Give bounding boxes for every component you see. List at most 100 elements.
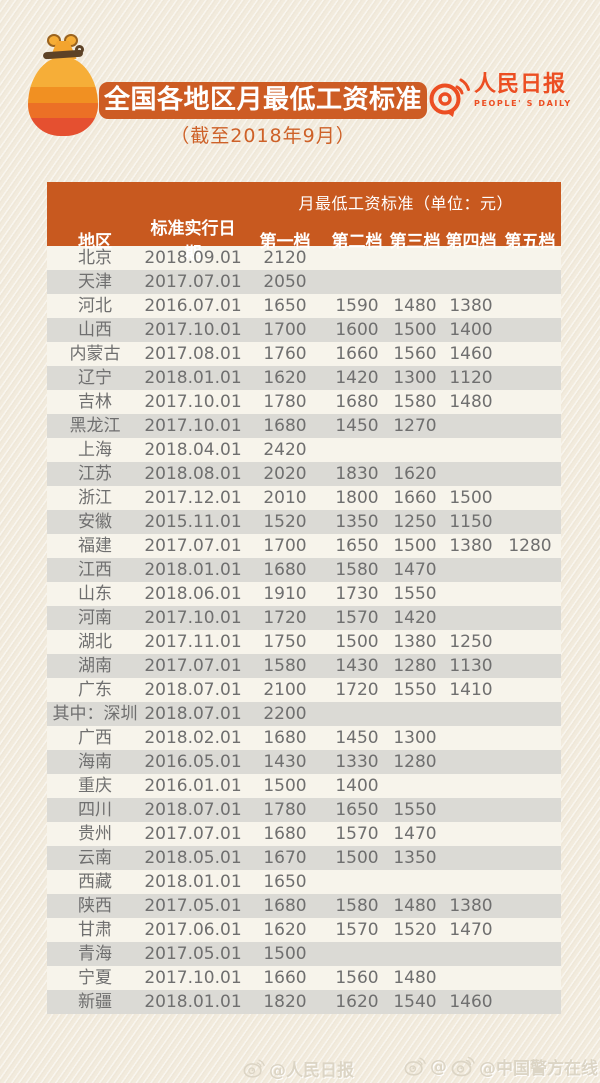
logo-name: 人民日报 bbox=[474, 72, 567, 97]
tier-cell: 1700 bbox=[263, 536, 307, 556]
table-row: 福建 2017.07.01 1700 1650 1500 1380 1280 bbox=[47, 534, 561, 558]
region-cell: 江苏 bbox=[78, 464, 112, 484]
table-row: 甘肃 2017.06.01 1620 1570 1520 1470 bbox=[47, 918, 561, 942]
tier-cell: 1650 bbox=[335, 800, 379, 820]
region-cell: 上海 bbox=[78, 440, 112, 460]
tier-cell bbox=[327, 438, 387, 462]
region-cell: 贵州 bbox=[78, 824, 112, 844]
tier-cell: 1330 bbox=[335, 752, 379, 772]
date-cell: 2018.08.01 bbox=[144, 464, 242, 484]
table-row: 吉林 2017.10.01 1780 1680 1580 1480 bbox=[47, 390, 561, 414]
tier-cell: 1780 bbox=[263, 392, 307, 412]
tier-cell bbox=[443, 798, 499, 822]
table-row: 江西 2018.01.01 1680 1580 1470 bbox=[47, 558, 561, 582]
col-tier2: 第二档 bbox=[331, 231, 383, 252]
region-cell: 四川 bbox=[78, 800, 112, 820]
tier-cell: 1780 bbox=[263, 800, 307, 820]
tier-cell bbox=[499, 966, 561, 990]
tier-cell: 1730 bbox=[335, 584, 379, 604]
table-row: 海南 2016.05.01 1430 1330 1280 bbox=[47, 750, 561, 774]
tier-cell: 1910 bbox=[263, 584, 307, 604]
tier-cell: 1760 bbox=[263, 344, 307, 364]
tier-cell bbox=[499, 918, 561, 942]
unit-note: 月最低工资标准（单位：元） bbox=[298, 194, 513, 213]
date-cell: 2017.07.01 bbox=[144, 824, 242, 844]
tier-cell: 1720 bbox=[263, 608, 307, 628]
tier-cell: 1750 bbox=[263, 632, 307, 652]
col-tier1: 第一档 bbox=[259, 231, 311, 252]
tier-cell: 1520 bbox=[393, 920, 437, 940]
date-cell: 2018.01.01 bbox=[144, 560, 242, 580]
date-cell: 2017.06.01 bbox=[144, 920, 242, 940]
tier-cell bbox=[387, 246, 443, 270]
tier-cell: 1500 bbox=[263, 776, 307, 796]
tier-cell: 1460 bbox=[449, 344, 493, 364]
tier-cell: 1680 bbox=[263, 728, 307, 748]
region-cell: 内蒙古 bbox=[69, 344, 121, 364]
tier-cell: 1150 bbox=[449, 512, 493, 532]
tier-cell: 2420 bbox=[263, 440, 307, 460]
tier-cell bbox=[443, 558, 499, 582]
region-cell: 西藏 bbox=[78, 872, 112, 892]
tier-cell bbox=[387, 438, 443, 462]
logo-subname: PEOPLE' S DAILY bbox=[474, 99, 572, 108]
tier-cell: 1300 bbox=[393, 368, 437, 388]
tier-cell: 1590 bbox=[335, 296, 379, 316]
date-cell: 2017.07.01 bbox=[144, 272, 242, 292]
watermark-at: @ bbox=[430, 1056, 447, 1077]
money-bag-knot bbox=[75, 45, 84, 54]
date-cell: 2018.01.01 bbox=[144, 992, 242, 1012]
table-row: 山西 2017.10.01 1700 1600 1500 1400 bbox=[47, 318, 561, 342]
watermark-text: @中国警方在线 bbox=[479, 1059, 598, 1079]
tier-cell bbox=[443, 270, 499, 294]
tier-cell: 1480 bbox=[393, 968, 437, 988]
region-cell: 宁夏 bbox=[78, 968, 112, 988]
tier-cell: 1520 bbox=[263, 512, 307, 532]
region-cell: 浙江 bbox=[78, 488, 112, 508]
date-cell: 2018.07.01 bbox=[144, 704, 242, 724]
tier-cell: 1660 bbox=[263, 968, 307, 988]
region-cell: 山西 bbox=[78, 320, 112, 340]
tier-cell bbox=[499, 654, 561, 678]
tier-cell bbox=[499, 822, 561, 846]
table-row: 宁夏 2017.10.01 1660 1560 1480 bbox=[47, 966, 561, 990]
table-row: 广东 2018.07.01 2100 1720 1550 1410 bbox=[47, 678, 561, 702]
tier-cell: 1400 bbox=[335, 776, 379, 796]
tier-cell: 2120 bbox=[263, 248, 307, 268]
region-cell: 海南 bbox=[78, 752, 112, 772]
tier-cell: 1680 bbox=[263, 896, 307, 916]
tier-cell bbox=[443, 870, 499, 894]
region-cell: 湖南 bbox=[78, 656, 112, 676]
date-cell: 2018.07.01 bbox=[144, 680, 242, 700]
watermark-china-police: @ @中国警方在线 bbox=[404, 1054, 598, 1079]
region-cell: 云南 bbox=[78, 848, 112, 868]
tier-cell bbox=[327, 702, 387, 726]
tier-cell: 1350 bbox=[393, 848, 437, 868]
date-cell: 2018.02.01 bbox=[144, 728, 242, 748]
region-cell: 黑龙江 bbox=[69, 416, 121, 436]
page-subtitle: （截至2018年9月） bbox=[170, 125, 356, 147]
tier-cell: 1380 bbox=[393, 632, 437, 652]
tier-cell bbox=[499, 846, 561, 870]
tier-cell: 2200 bbox=[263, 704, 307, 724]
tier-cell bbox=[499, 558, 561, 582]
tier-cell: 1570 bbox=[335, 824, 379, 844]
tier-cell bbox=[327, 870, 387, 894]
tier-cell bbox=[443, 822, 499, 846]
tier-cell bbox=[499, 438, 561, 462]
region-cell: 其中：深圳 bbox=[52, 704, 138, 724]
tier-cell: 1500 bbox=[263, 944, 307, 964]
weibo-at-icon bbox=[429, 78, 470, 117]
date-cell: 2017.05.01 bbox=[144, 896, 242, 916]
tier-cell: 1380 bbox=[449, 896, 493, 916]
date-cell: 2017.11.01 bbox=[144, 632, 242, 652]
region-cell: 陕西 bbox=[78, 896, 112, 916]
tier-cell: 1480 bbox=[449, 392, 493, 412]
tier-cell: 1560 bbox=[393, 344, 437, 364]
tier-cell: 1130 bbox=[449, 656, 493, 676]
tier-cell bbox=[499, 726, 561, 750]
table-row: 黑龙江 2017.10.01 1680 1450 1270 bbox=[47, 414, 561, 438]
tier-cell: 1450 bbox=[335, 728, 379, 748]
date-cell: 2017.10.01 bbox=[144, 608, 242, 628]
tier-cell: 1580 bbox=[263, 656, 307, 676]
